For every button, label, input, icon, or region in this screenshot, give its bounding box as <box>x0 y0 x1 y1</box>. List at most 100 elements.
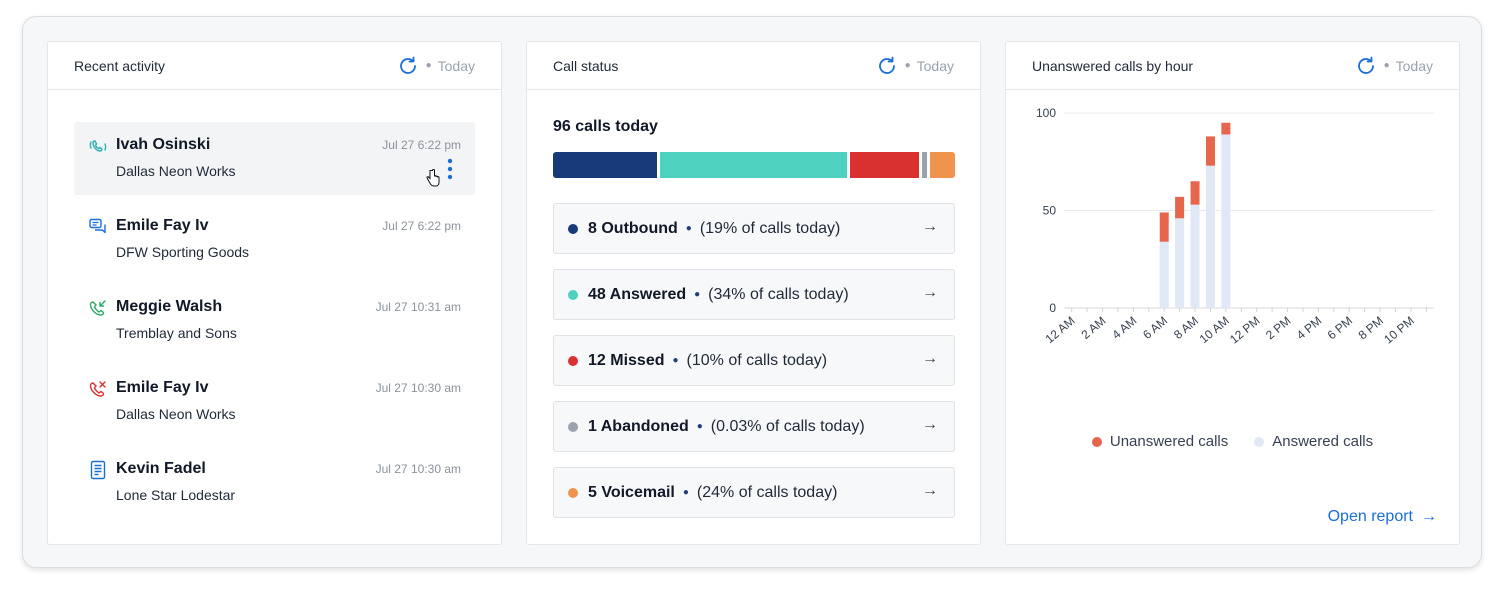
x-tick-label: 10 AM <box>1197 314 1232 347</box>
x-tick-label: 8 AM <box>1171 314 1201 342</box>
bar-unanswered <box>1159 212 1169 242</box>
hand-cursor-icon <box>426 169 440 187</box>
activity-time: Jul 27 6:22 pm <box>382 138 461 152</box>
status-dot <box>568 487 578 498</box>
recent-activity-card: Recent activity ● Today Ivah Osinski Dal… <box>47 41 502 545</box>
phone-ringing-icon <box>89 140 107 152</box>
dashboard-frame: Recent activity ● Today Ivah Osinski Dal… <box>22 16 1482 568</box>
separator-dot: ● <box>904 60 911 71</box>
bar-answered <box>1175 218 1185 308</box>
bullet-separator: ● <box>694 289 701 300</box>
x-tick-label: 4 AM <box>1109 314 1139 342</box>
legend-item-unanswered: Unanswered calls <box>1091 433 1229 450</box>
document-icon <box>90 460 106 480</box>
status-label: 5 Voicemail <box>588 483 675 501</box>
arrow-right-icon[interactable]: → <box>922 416 938 433</box>
contact-name: Meggie Walsh <box>116 298 223 315</box>
status-row-voicemail[interactable]: 5 Voicemail ● (24% of calls today) → <box>553 467 955 518</box>
status-label: 48 Answered <box>588 285 687 303</box>
period-label: Today <box>916 57 954 74</box>
status-dot <box>568 355 578 366</box>
status-dot <box>568 289 578 300</box>
status-percentage: (24% of calls today) <box>696 483 838 501</box>
bar-answered <box>1190 204 1200 308</box>
card-header-actions: ● Today <box>1354 54 1433 78</box>
bar-answered <box>1205 165 1215 308</box>
activity-item[interactable]: Ivah Osinski Dallas Neon Works Jul 27 6:… <box>74 122 475 195</box>
status-row-abandoned[interactable]: 1 Abandoned ● (0.03% of calls today) → <box>553 401 955 452</box>
open-report-label: Open report <box>1327 508 1413 525</box>
bar-unanswered <box>1190 181 1200 205</box>
bar-unanswered <box>1175 196 1185 219</box>
x-tick-label: 6 PM <box>1325 314 1355 343</box>
company-name: Dallas Neon Works <box>116 163 236 179</box>
bar-unanswered <box>1205 136 1215 166</box>
calls-total: 96 calls today <box>553 118 658 135</box>
y-tick-label: 0 <box>1049 301 1056 315</box>
incoming-call-icon <box>89 300 106 316</box>
status-percentage: (19% of calls today) <box>699 219 841 237</box>
status-dot <box>568 223 578 234</box>
company-name: Lone Star Lodestar <box>116 487 236 503</box>
company-name: Dallas Neon Works <box>116 406 236 422</box>
activity-item[interactable]: Kevin Fadel Lone Star Lodestar Jul 27 10… <box>74 446 475 519</box>
status-label: 8 Outbound <box>588 219 678 237</box>
y-tick-label: 50 <box>1043 204 1057 218</box>
y-tick-label: 100 <box>1036 106 1056 120</box>
arrow-right-icon[interactable]: → <box>922 350 938 367</box>
bar-segment-answered <box>660 152 848 178</box>
unanswered-calls-card: Unanswered calls by hour ● Today 0 50 100 1… <box>1005 41 1460 545</box>
chat-icon <box>89 218 106 234</box>
refresh-icon[interactable] <box>396 54 420 78</box>
arrow-right-icon[interactable]: → <box>922 284 938 301</box>
card-header: Call status ● Today <box>527 42 980 90</box>
activity-list: Ivah Osinski Dallas Neon Works Jul 27 6:… <box>74 122 475 527</box>
status-percentage: (0.03% of calls today) <box>710 417 865 435</box>
activity-time: Jul 27 10:30 am <box>375 381 461 395</box>
chart-legend: Unanswered calls Answered calls <box>1006 433 1459 450</box>
legend-swatch <box>1091 436 1102 447</box>
call-status-list: 8 Outbound ● (19% of calls today) → 48 A… <box>553 203 955 533</box>
x-tick-label: 12 AM <box>1043 314 1078 347</box>
bullet-separator: ● <box>672 355 679 366</box>
arrow-right-icon[interactable]: → <box>922 218 938 235</box>
card-header-actions: ● Today <box>396 54 475 78</box>
separator-dot: ● <box>425 60 432 71</box>
legend-swatch <box>1254 436 1265 447</box>
status-percentage: (10% of calls today) <box>686 351 828 369</box>
card-title: Recent activity <box>74 57 166 74</box>
activity-item[interactable]: Emile Fay Iv Dallas Neon Works Jul 27 10… <box>74 365 475 438</box>
open-report-link[interactable]: Open report → <box>1328 508 1437 526</box>
contact-name: Ivah Osinski <box>116 136 211 153</box>
refresh-icon[interactable] <box>1354 54 1378 78</box>
bar-segment-outbound <box>553 152 658 178</box>
bar-answered <box>1159 241 1169 308</box>
status-row-missed[interactable]: 12 Missed ● (10% of calls today) → <box>553 335 955 386</box>
company-name: DFW Sporting Goods <box>116 244 250 260</box>
status-label: 1 Abandoned <box>588 417 689 435</box>
bar-segment-abandoned <box>921 152 928 178</box>
bullet-separator: ● <box>696 421 703 432</box>
refresh-icon[interactable] <box>875 54 899 78</box>
activity-time: Jul 27 10:31 am <box>375 300 461 314</box>
x-tick-label: 2 PM <box>1263 314 1293 343</box>
activity-item[interactable]: Emile Fay Iv DFW Sporting Goods Jul 27 6… <box>74 203 475 276</box>
call-status-bar <box>553 152 955 178</box>
card-title: Call status <box>553 57 619 74</box>
legend-label: Unanswered calls <box>1109 433 1229 450</box>
card-header: Recent activity ● Today <box>48 42 501 90</box>
x-tick-label: 10 PM <box>1381 314 1417 347</box>
activity-time: Jul 27 6:22 pm <box>382 219 461 233</box>
more-options-icon[interactable] <box>447 158 453 180</box>
x-tick-label: 6 AM <box>1140 314 1170 342</box>
period-label: Today <box>1395 57 1433 74</box>
activity-time: Jul 27 10:30 am <box>375 462 461 476</box>
bar-segment-voicemail <box>930 152 955 178</box>
status-row-outbound[interactable]: 8 Outbound ● (19% of calls today) → <box>553 203 955 254</box>
missed-call-icon <box>89 381 106 397</box>
status-label: 12 Missed <box>588 351 665 369</box>
activity-item[interactable]: Meggie Walsh Tremblay and Sons Jul 27 10… <box>74 284 475 357</box>
arrow-right-icon[interactable]: → <box>922 482 938 499</box>
status-row-answered[interactable]: 48 Answered ● (34% of calls today) → <box>553 269 955 320</box>
